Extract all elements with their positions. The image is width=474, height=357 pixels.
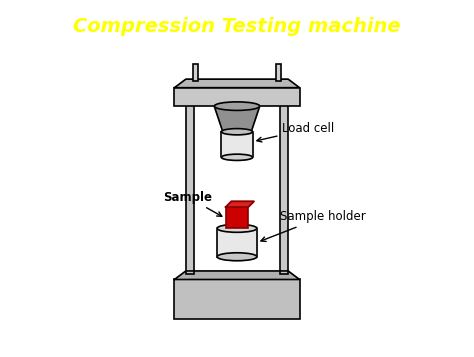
Bar bbox=[193, 64, 198, 81]
Polygon shape bbox=[214, 106, 260, 132]
Text: Compression Testing machine: Compression Testing machine bbox=[73, 17, 401, 36]
Text: Sample: Sample bbox=[163, 191, 222, 216]
Polygon shape bbox=[174, 271, 300, 280]
Ellipse shape bbox=[221, 154, 253, 160]
Text: Sample holder: Sample holder bbox=[261, 211, 365, 241]
Bar bbox=[280, 97, 288, 274]
FancyBboxPatch shape bbox=[174, 88, 300, 106]
Polygon shape bbox=[217, 228, 257, 257]
Polygon shape bbox=[221, 132, 253, 157]
Ellipse shape bbox=[217, 253, 257, 261]
Text: Load cell: Load cell bbox=[257, 122, 335, 142]
Ellipse shape bbox=[214, 102, 260, 110]
Bar bbox=[186, 97, 194, 274]
Bar bbox=[276, 64, 281, 81]
Polygon shape bbox=[174, 79, 300, 88]
Ellipse shape bbox=[221, 129, 253, 135]
FancyBboxPatch shape bbox=[174, 280, 300, 319]
Polygon shape bbox=[226, 201, 254, 207]
Bar bbox=[226, 207, 248, 228]
Ellipse shape bbox=[217, 224, 257, 232]
